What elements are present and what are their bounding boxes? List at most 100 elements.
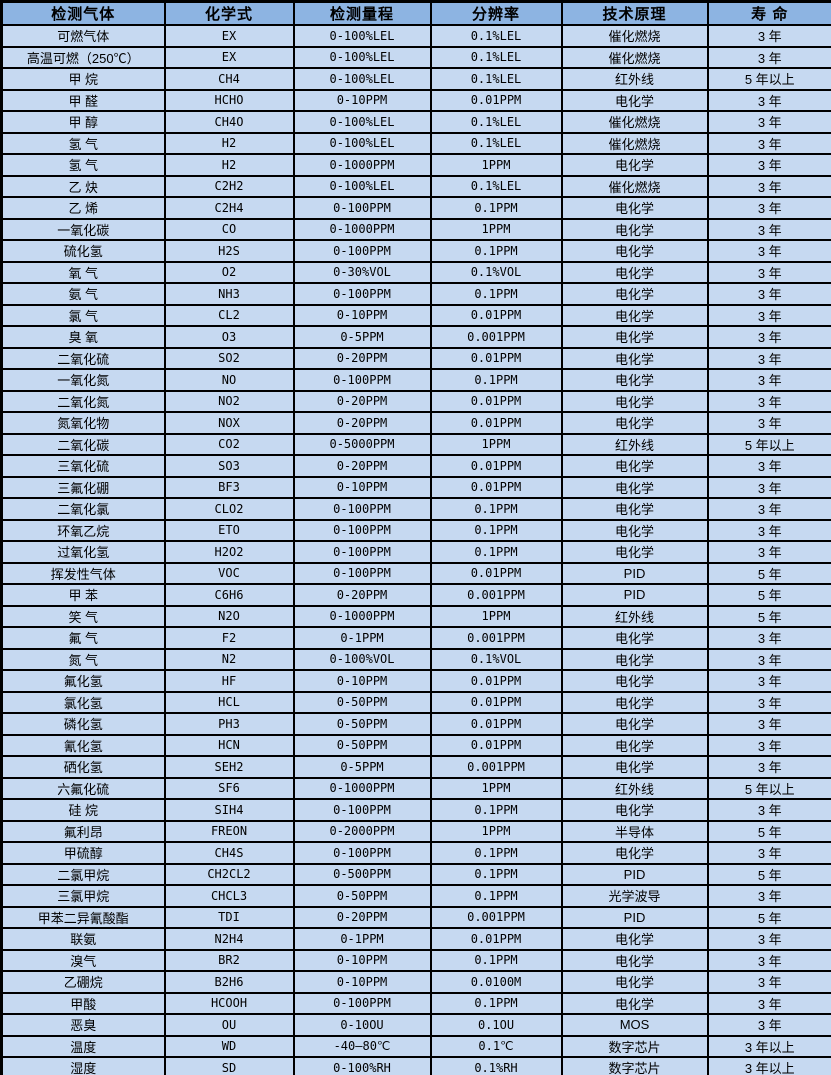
table-row: 氮 气 N2 0-100%VOL 0.1%VOL 电化学 3 年 bbox=[0, 647, 831, 671]
cell-principle: 电化学 bbox=[560, 475, 709, 499]
cell-principle: 电化学 bbox=[560, 755, 709, 779]
cell-gas-name: 二氧化硫 bbox=[0, 346, 166, 370]
cell-formula: HCN bbox=[163, 733, 295, 757]
cell-lifespan: 3 年 bbox=[706, 303, 831, 327]
cell-formula: C6H6 bbox=[163, 583, 295, 607]
cell-lifespan: 5 年 bbox=[706, 862, 831, 886]
cell-lifespan: 3 年 bbox=[706, 389, 831, 413]
cell-principle: 电化学 bbox=[560, 303, 709, 327]
cell-principle: 电化学 bbox=[560, 153, 709, 177]
cell-principle: 电化学 bbox=[560, 325, 709, 349]
cell-gas-name: 乙 烯 bbox=[0, 196, 166, 220]
cell-lifespan: 3 年以上 bbox=[706, 1034, 831, 1058]
table-row: 甲苯二异氰酸酯 TDI 0-20PPM 0.001PPM PID 5 年 bbox=[0, 905, 831, 929]
cell-resolution: 0.1%LEL bbox=[429, 45, 563, 69]
cell-resolution: 0.1%RH bbox=[429, 1056, 563, 1075]
table-row: 甲酸 HCOOH 0-100PPM 0.1PPM 电化学 3 年 bbox=[0, 991, 831, 1015]
cell-gas-name: 联氨 bbox=[0, 927, 166, 951]
cell-resolution: 0.001PPM bbox=[429, 325, 563, 349]
cell-gas-name: 甲 烷 bbox=[0, 67, 166, 91]
table-row: 氰化氢 HCN 0-50PPM 0.01PPM 电化学 3 年 bbox=[0, 733, 831, 757]
cell-gas-name: 二氧化氯 bbox=[0, 497, 166, 521]
table-row: 磷化氢 PH3 0-50PPM 0.01PPM 电化学 3 年 bbox=[0, 712, 831, 736]
cell-resolution: 0.001PPM bbox=[429, 905, 563, 929]
cell-lifespan: 3 年 bbox=[706, 927, 831, 951]
cell-gas-name: 氯 气 bbox=[0, 303, 166, 327]
cell-range: 0-50PPM bbox=[292, 733, 432, 757]
table-row: 笑 气 N2O 0-1000PPM 1PPM 红外线 5 年 bbox=[0, 604, 831, 628]
cell-formula: CH4 bbox=[163, 67, 295, 91]
cell-principle: 电化学 bbox=[560, 626, 709, 650]
table-row: 三氧化硫 SO3 0-20PPM 0.01PPM 电化学 3 年 bbox=[0, 454, 831, 478]
cell-formula: HF bbox=[163, 669, 295, 693]
cell-principle: 电化学 bbox=[560, 518, 709, 542]
cell-lifespan: 3 年 bbox=[706, 669, 831, 693]
cell-formula: H2S bbox=[163, 239, 295, 263]
cell-formula: PH3 bbox=[163, 712, 295, 736]
cell-formula: WD bbox=[163, 1034, 295, 1058]
cell-resolution: 0.1PPM bbox=[429, 282, 563, 306]
cell-gas-name: 甲硫醇 bbox=[0, 841, 166, 865]
cell-principle: 电化学 bbox=[560, 497, 709, 521]
table-row: 甲 苯 C6H6 0-20PPM 0.001PPM PID 5 年 bbox=[0, 583, 831, 607]
cell-lifespan: 3 年 bbox=[706, 454, 831, 478]
cell-lifespan: 3 年 bbox=[706, 411, 831, 435]
cell-resolution: 0.1%LEL bbox=[429, 174, 563, 198]
table-row: 氯 气 CL2 0-10PPM 0.01PPM 电化学 3 年 bbox=[0, 303, 831, 327]
cell-range: 0-100%LEL bbox=[292, 131, 432, 155]
cell-resolution: 0.1PPM bbox=[429, 862, 563, 886]
cell-principle: 电化学 bbox=[560, 368, 709, 392]
table-row: 氢 气 H2 0-100%LEL 0.1%LEL 催化燃烧 3 年 bbox=[0, 131, 831, 155]
cell-formula: TDI bbox=[163, 905, 295, 929]
cell-formula: N2H4 bbox=[163, 927, 295, 951]
cell-lifespan: 3 年 bbox=[706, 518, 831, 542]
cell-formula: EX bbox=[163, 24, 295, 48]
cell-formula: HCHO bbox=[163, 88, 295, 112]
cell-range: 0-1000PPM bbox=[292, 604, 432, 628]
cell-formula: CH4O bbox=[163, 110, 295, 134]
column-header-principle: 技术原理 bbox=[560, 0, 709, 26]
cell-range: 0-1000PPM bbox=[292, 776, 432, 800]
table-row: 三氯甲烷 CHCL3 0-50PPM 0.1PPM 光学波导 3 年 bbox=[0, 884, 831, 908]
table-row: 硒化氢 SEH2 0-5PPM 0.001PPM 电化学 3 年 bbox=[0, 755, 831, 779]
cell-gas-name: 温度 bbox=[0, 1034, 166, 1058]
cell-gas-name: 一氧化氮 bbox=[0, 368, 166, 392]
cell-range: 0-100%RH bbox=[292, 1056, 432, 1075]
cell-lifespan: 3 年 bbox=[706, 733, 831, 757]
cell-range: 0-5000PPM bbox=[292, 432, 432, 456]
cell-range: 0-50PPM bbox=[292, 712, 432, 736]
cell-gas-name: 三氯甲烷 bbox=[0, 884, 166, 908]
cell-lifespan: 3 年 bbox=[706, 325, 831, 349]
cell-range: 0-30%VOL bbox=[292, 260, 432, 284]
table-row: 联氨 N2H4 0-1PPM 0.01PPM 电化学 3 年 bbox=[0, 927, 831, 951]
cell-formula: N2O bbox=[163, 604, 295, 628]
cell-formula: H2O2 bbox=[163, 540, 295, 564]
cell-resolution: 0.001PPM bbox=[429, 755, 563, 779]
cell-gas-name: 二氯甲烷 bbox=[0, 862, 166, 886]
table-row: 挥发性气体 VOC 0-100PPM 0.01PPM PID 5 年 bbox=[0, 561, 831, 585]
cell-lifespan: 3 年 bbox=[706, 540, 831, 564]
cell-lifespan: 3 年 bbox=[706, 1013, 831, 1037]
table-row: 氟利昂 FREON 0-2000PPM 1PPM 半导体 5 年 bbox=[0, 819, 831, 843]
cell-range: 0-10PPM bbox=[292, 970, 432, 994]
table-row: 乙 炔 C2H2 0-100%LEL 0.1%LEL 催化燃烧 3 年 bbox=[0, 174, 831, 198]
cell-lifespan: 3 年 bbox=[706, 755, 831, 779]
cell-formula: O3 bbox=[163, 325, 295, 349]
cell-gas-name: 甲 苯 bbox=[0, 583, 166, 607]
cell-formula: CH4S bbox=[163, 841, 295, 865]
cell-gas-name: 一氧化碳 bbox=[0, 217, 166, 241]
table-row: 六氟化硫 SF6 0-1000PPM 1PPM 红外线 5 年以上 bbox=[0, 776, 831, 800]
cell-principle: 红外线 bbox=[560, 604, 709, 628]
cell-principle: 催化燃烧 bbox=[560, 110, 709, 134]
cell-resolution: 1PPM bbox=[429, 432, 563, 456]
cell-formula: BF3 bbox=[163, 475, 295, 499]
cell-principle: 电化学 bbox=[560, 991, 709, 1015]
cell-formula: NO2 bbox=[163, 389, 295, 413]
cell-formula: SEH2 bbox=[163, 755, 295, 779]
cell-principle: 电化学 bbox=[560, 260, 709, 284]
cell-principle: 数字芯片 bbox=[560, 1034, 709, 1058]
cell-gas-name: 三氧化硫 bbox=[0, 454, 166, 478]
cell-resolution: 1PPM bbox=[429, 217, 563, 241]
cell-resolution: 0.01PPM bbox=[429, 88, 563, 112]
cell-range: 0-1PPM bbox=[292, 927, 432, 951]
